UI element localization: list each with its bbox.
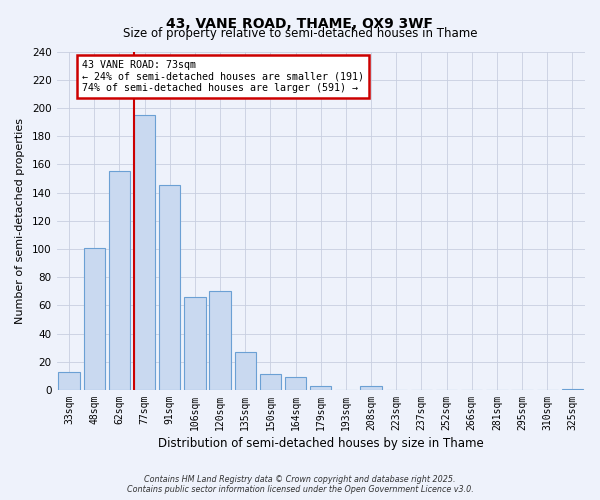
Bar	[83, 248, 105, 390]
Bar	[134, 115, 155, 390]
Bar	[58, 372, 80, 390]
Bar	[562, 388, 583, 390]
Bar	[285, 378, 307, 390]
Text: Size of property relative to semi-detached houses in Thame: Size of property relative to semi-detach…	[123, 28, 477, 40]
Text: 43 VANE ROAD: 73sqm
← 24% of semi-detached houses are smaller (191)
74% of semi-: 43 VANE ROAD: 73sqm ← 24% of semi-detach…	[82, 60, 364, 93]
Bar	[310, 386, 331, 390]
Bar	[260, 374, 281, 390]
Bar	[109, 172, 130, 390]
Y-axis label: Number of semi-detached properties: Number of semi-detached properties	[15, 118, 25, 324]
Text: 43, VANE ROAD, THAME, OX9 3WF: 43, VANE ROAD, THAME, OX9 3WF	[167, 18, 433, 32]
Text: Contains HM Land Registry data © Crown copyright and database right 2025.
Contai: Contains HM Land Registry data © Crown c…	[127, 474, 473, 494]
X-axis label: Distribution of semi-detached houses by size in Thame: Distribution of semi-detached houses by …	[158, 437, 484, 450]
Bar	[209, 291, 231, 390]
Bar	[235, 352, 256, 390]
Bar	[361, 386, 382, 390]
Bar	[159, 186, 181, 390]
Bar	[184, 297, 206, 390]
